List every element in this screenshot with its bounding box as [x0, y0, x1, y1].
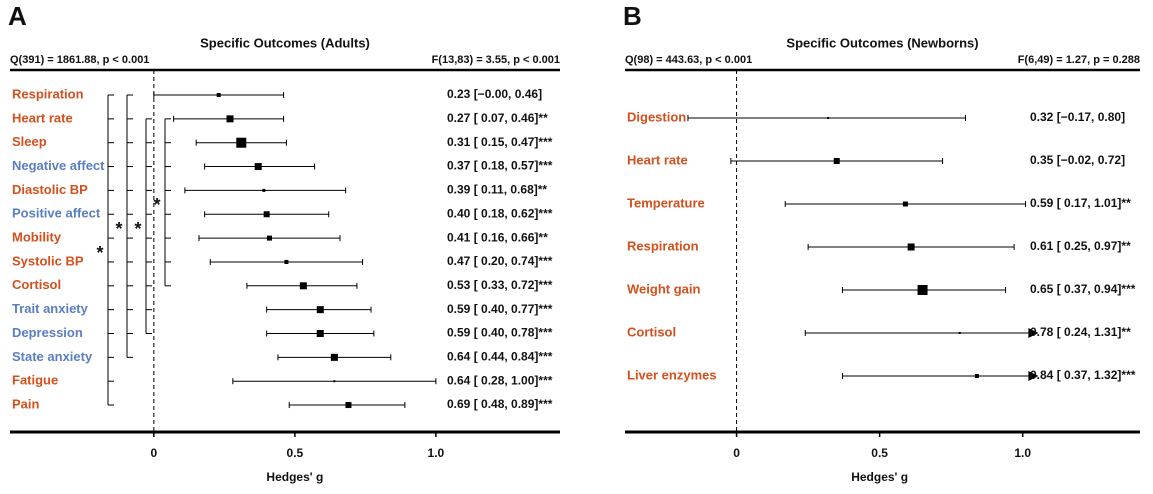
bracket-label: *: [115, 219, 122, 239]
value-label: 0.27 [ 0.07, 0.46]**: [447, 111, 548, 125]
x-axis-label: Hedges' g: [266, 470, 323, 484]
effect-marker: [226, 115, 234, 123]
effect-marker: [316, 330, 324, 337]
chart-title: Specific Outcomes (Adults): [200, 35, 370, 50]
effect-marker: [284, 259, 289, 264]
effect-marker: [917, 285, 928, 295]
stat-right: F(6,49) = 1.27, p = 0.288: [1018, 54, 1140, 66]
ci-arrow: [1028, 371, 1039, 381]
effect-marker: [266, 235, 272, 241]
effect-marker: [345, 402, 352, 409]
value-label: 0.84 [ 0.37, 1.32]***: [1030, 368, 1136, 382]
effect-marker: [262, 188, 266, 192]
value-label: 0.23 [−0.00, 0.46]: [447, 87, 542, 101]
category-label: Fatigue: [12, 373, 58, 388]
chart-title: Specific Outcomes (Newborns): [786, 35, 978, 50]
effect-marker: [254, 163, 262, 171]
x-tick-label: 1.0: [428, 446, 445, 460]
effect-marker: [907, 243, 915, 251]
value-label: 0.65 [ 0.37, 0.94]***: [1030, 282, 1136, 296]
category-label: State anxiety: [12, 349, 93, 364]
bracket-label: *: [134, 219, 141, 239]
category-label: Negative affect: [12, 158, 105, 173]
category-label: Cortisol: [12, 277, 61, 292]
panel-label: A: [8, 1, 27, 31]
category-label: Trait anxiety: [12, 301, 89, 316]
effect-marker: [316, 306, 324, 314]
bracket-label: *: [96, 243, 103, 263]
category-label: Respiration: [627, 238, 699, 253]
value-label: 0.59 [ 0.17, 1.01]**: [1030, 196, 1131, 210]
category-label: Mobility: [12, 230, 62, 245]
category-label: Depression: [12, 325, 83, 340]
value-label: 0.78 [ 0.24, 1.31]**: [1030, 325, 1131, 339]
stat-left: Q(98) = 443.63, p < 0.001: [625, 54, 752, 66]
x-tick-label: 0: [733, 446, 740, 460]
bracket-label: *: [153, 195, 160, 215]
category-label: Respiration: [12, 86, 84, 101]
effect-marker: [236, 137, 247, 148]
panel-label: B: [623, 1, 642, 31]
value-label: 0.41 [ 0.16, 0.66]**: [447, 230, 548, 244]
category-label: Liver enzymes: [627, 367, 717, 382]
ci-arrow: [1028, 328, 1039, 338]
effect-marker: [299, 282, 307, 290]
category-label: Positive affect: [12, 206, 101, 221]
effect-marker: [902, 201, 908, 207]
value-label: 0.59 [ 0.40, 0.78]***: [447, 326, 553, 340]
x-tick-label: 0: [151, 446, 158, 460]
value-label: 0.35 [−0.02, 0.72]: [1030, 153, 1125, 167]
effect-marker: [333, 380, 336, 383]
stat-left: Q(391) = 1861.88, p < 0.001: [10, 54, 149, 66]
category-label: Systolic BP: [12, 253, 84, 268]
value-label: 0.69 [ 0.48, 0.89]***: [447, 397, 553, 411]
stat-right: F(13,83) = 3.55, p < 0.001: [432, 54, 560, 66]
category-label: Cortisol: [627, 324, 676, 339]
effect-marker: [958, 332, 961, 334]
value-label: 0.61 [ 0.25, 0.97]**: [1030, 239, 1131, 253]
category-label: Diastolic BP: [12, 182, 88, 197]
category-label: Weight gain: [627, 281, 700, 296]
category-label: Pain: [12, 396, 40, 411]
effect-marker: [833, 158, 840, 164]
category-label: Digestion: [627, 109, 686, 124]
category-label: Heart rate: [12, 110, 73, 125]
category-label: Heart rate: [627, 152, 688, 167]
value-label: 0.40 [ 0.18, 0.62]***: [447, 206, 553, 220]
value-label: 0.31 [ 0.15, 0.47]***: [447, 135, 553, 149]
effect-marker: [330, 353, 338, 361]
value-label: 0.64 [ 0.44, 0.84]***: [447, 350, 553, 364]
value-label: 0.39 [ 0.11, 0.68]**: [447, 183, 547, 197]
category-label: Sleep: [12, 134, 47, 149]
value-label: 0.59 [ 0.40, 0.77]***: [447, 302, 553, 316]
effect-marker: [974, 374, 979, 378]
value-label: 0.32 [−0.17, 0.80]: [1030, 110, 1125, 124]
effect-marker: [827, 117, 830, 119]
value-label: 0.37 [ 0.18, 0.57]***: [447, 159, 553, 173]
x-axis-label: Hedges' g: [851, 470, 908, 484]
value-label: 0.53 [ 0.33, 0.72]***: [447, 278, 553, 292]
value-label: 0.64 [ 0.28, 1.00]***: [447, 373, 553, 387]
x-tick-label: 0.5: [871, 446, 888, 460]
x-tick-label: 1.0: [1014, 446, 1031, 460]
value-label: 0.47 [ 0.20, 0.74]***: [447, 254, 553, 268]
x-tick-label: 0.5: [287, 446, 304, 460]
category-label: Temperature: [627, 195, 705, 210]
effect-marker: [263, 211, 270, 218]
effect-marker: [216, 93, 221, 97]
